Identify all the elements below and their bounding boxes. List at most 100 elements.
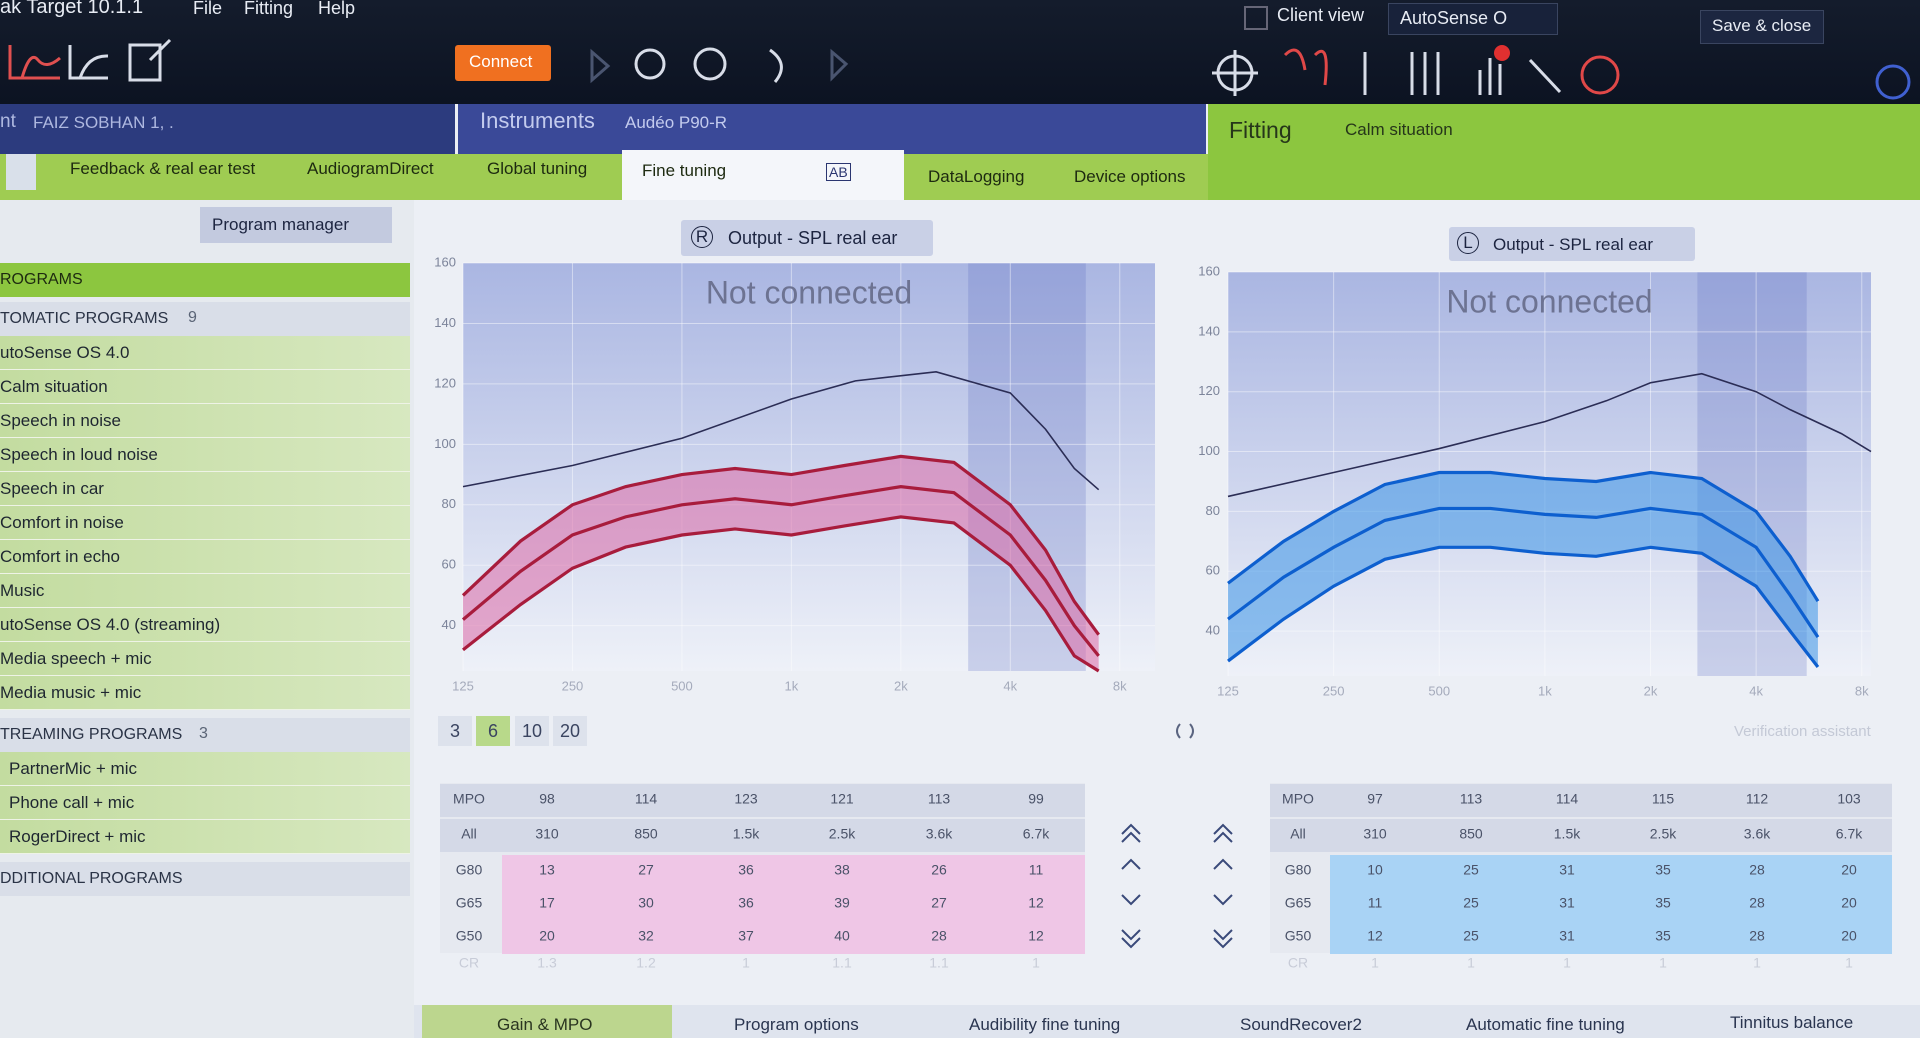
table-cell: 35	[1655, 895, 1671, 911]
step-arrow[interactable]	[1121, 858, 1141, 870]
step-arrow[interactable]	[1213, 894, 1233, 906]
y-tick-label: 120	[434, 375, 456, 390]
table-cell: 10	[1367, 862, 1383, 878]
bottom-tab[interactable]: Gain & MPO	[497, 1015, 593, 1034]
program-item[interactable]	[0, 642, 410, 676]
tab[interactable]: Global tuning	[487, 159, 588, 178]
x-tick-label: 250	[1323, 683, 1345, 698]
table-cell: 1.2	[636, 955, 656, 971]
row-label: MPO	[453, 791, 485, 807]
table-cell: 13	[539, 862, 555, 878]
program-item[interactable]	[0, 820, 410, 854]
program-item[interactable]	[0, 540, 410, 574]
row-bg	[440, 819, 1085, 852]
step-arrow[interactable]	[1213, 823, 1233, 843]
link-icon[interactable]	[1176, 723, 1194, 739]
step-arrow[interactable]	[1121, 894, 1141, 906]
client-view[interactable]: Client view	[1277, 5, 1365, 25]
checkbox[interactable]	[1244, 6, 1268, 30]
save-close: Save & close	[1712, 16, 1812, 35]
save-close-button[interactable]	[1700, 10, 1824, 44]
program-item[interactable]	[0, 336, 410, 370]
table-cell: 38	[834, 862, 850, 878]
bottom-tab[interactable]: SoundRecover2	[1240, 1015, 1362, 1034]
tab-nav[interactable]	[6, 154, 36, 190]
autosense-dropdown[interactable]	[1388, 3, 1558, 35]
row-label: All	[461, 826, 477, 842]
program-item[interactable]	[0, 472, 410, 506]
program-item[interactable]	[0, 752, 410, 786]
table-cell: 36	[738, 862, 754, 878]
tab-row	[0, 154, 1208, 200]
y-tick-label: 160	[1198, 263, 1220, 278]
program-label: utoSense OS 4.0	[0, 343, 130, 362]
menu-item[interactable]: File	[193, 0, 223, 18]
instruments-header	[458, 104, 1206, 154]
table-cell: 1	[1845, 955, 1853, 971]
program-label: Speech in car	[0, 479, 104, 498]
table-cell: 1.3	[537, 955, 557, 971]
step-arrow[interactable]	[1213, 929, 1233, 949]
program-item[interactable]	[0, 370, 410, 404]
curve	[462, 370, 1100, 491]
row-label: CR	[459, 955, 479, 971]
active-bottom-tab[interactable]	[422, 1005, 672, 1038]
programs-title: ROGRAMS	[0, 271, 83, 288]
tab[interactable]: Fine tuning	[642, 161, 727, 180]
gain-step[interactable]: 20	[553, 716, 587, 746]
group-title: TOMATIC PROGRAMS	[0, 310, 169, 327]
program-label: Speech in noise	[0, 411, 121, 430]
table-cell: 1	[1563, 955, 1571, 971]
table-cell: 97	[1367, 791, 1383, 807]
menu-item[interactable]: Help	[318, 0, 356, 18]
table-cell: 35	[1655, 862, 1671, 878]
connect-button[interactable]	[455, 45, 551, 81]
dropdown-l[interactable]	[1449, 227, 1695, 261]
table-cell: 27	[638, 862, 654, 878]
active-tab[interactable]	[622, 150, 904, 200]
program-item[interactable]	[0, 404, 410, 438]
gain-step[interactable]: 3	[438, 716, 472, 746]
tab[interactable]: Device options	[1074, 167, 1186, 186]
instruments-label: Instruments	[480, 108, 595, 133]
ab-button[interactable]: AB	[826, 163, 851, 181]
step-arrow[interactable]	[1121, 823, 1141, 843]
program-item[interactable]	[0, 574, 410, 608]
menu-item[interactable]: Fitting	[244, 0, 294, 18]
step-arrow[interactable]	[1121, 929, 1141, 949]
bottom-tab[interactable]: Program options	[734, 1015, 859, 1034]
x-tick-label: 125	[1217, 683, 1239, 698]
program-manager-button[interactable]	[200, 207, 392, 243]
program-item[interactable]	[0, 438, 410, 472]
verification-assistant[interactable]: Verification assistant	[1734, 723, 1871, 740]
tab[interactable]: Feedback & real ear test	[70, 159, 256, 178]
program-item[interactable]	[0, 786, 410, 820]
tab[interactable]: DataLogging	[928, 167, 1025, 186]
program-label: Phone call + mic	[9, 793, 135, 812]
table-cell: 27	[931, 895, 947, 911]
bottom-tab[interactable]: Audibility fine tuning	[969, 1015, 1121, 1034]
step-arrow[interactable]	[1213, 858, 1233, 870]
bottom-tab[interactable]: Automatic fine tuning	[1466, 1015, 1625, 1034]
row-label: G65	[456, 895, 483, 911]
y-tick-label: 100	[434, 436, 456, 451]
table-cell: 1.5k	[1554, 826, 1581, 842]
gain-step[interactable]: 10	[515, 716, 549, 746]
side-l: L	[1457, 232, 1479, 254]
curve	[1227, 506, 1820, 638]
program-label: PartnerMic + mic	[9, 759, 137, 778]
group-count: 9	[188, 309, 197, 326]
row-bg	[502, 888, 1085, 921]
program-item[interactable]	[0, 506, 410, 540]
dropdown-r[interactable]	[681, 220, 933, 256]
bottom-tab[interactable]: Tinnitus balance	[1730, 1013, 1854, 1032]
row-label: G80	[456, 862, 483, 878]
table-cell: 103	[1837, 791, 1861, 807]
tab[interactable]: AudiogramDirect	[307, 159, 434, 178]
program-item[interactable]	[0, 676, 410, 710]
program-item[interactable]	[0, 608, 410, 642]
connect-label: Connect	[469, 52, 533, 71]
gain-step[interactable]: 6	[476, 716, 510, 746]
program-label: Media speech + mic	[0, 649, 152, 668]
